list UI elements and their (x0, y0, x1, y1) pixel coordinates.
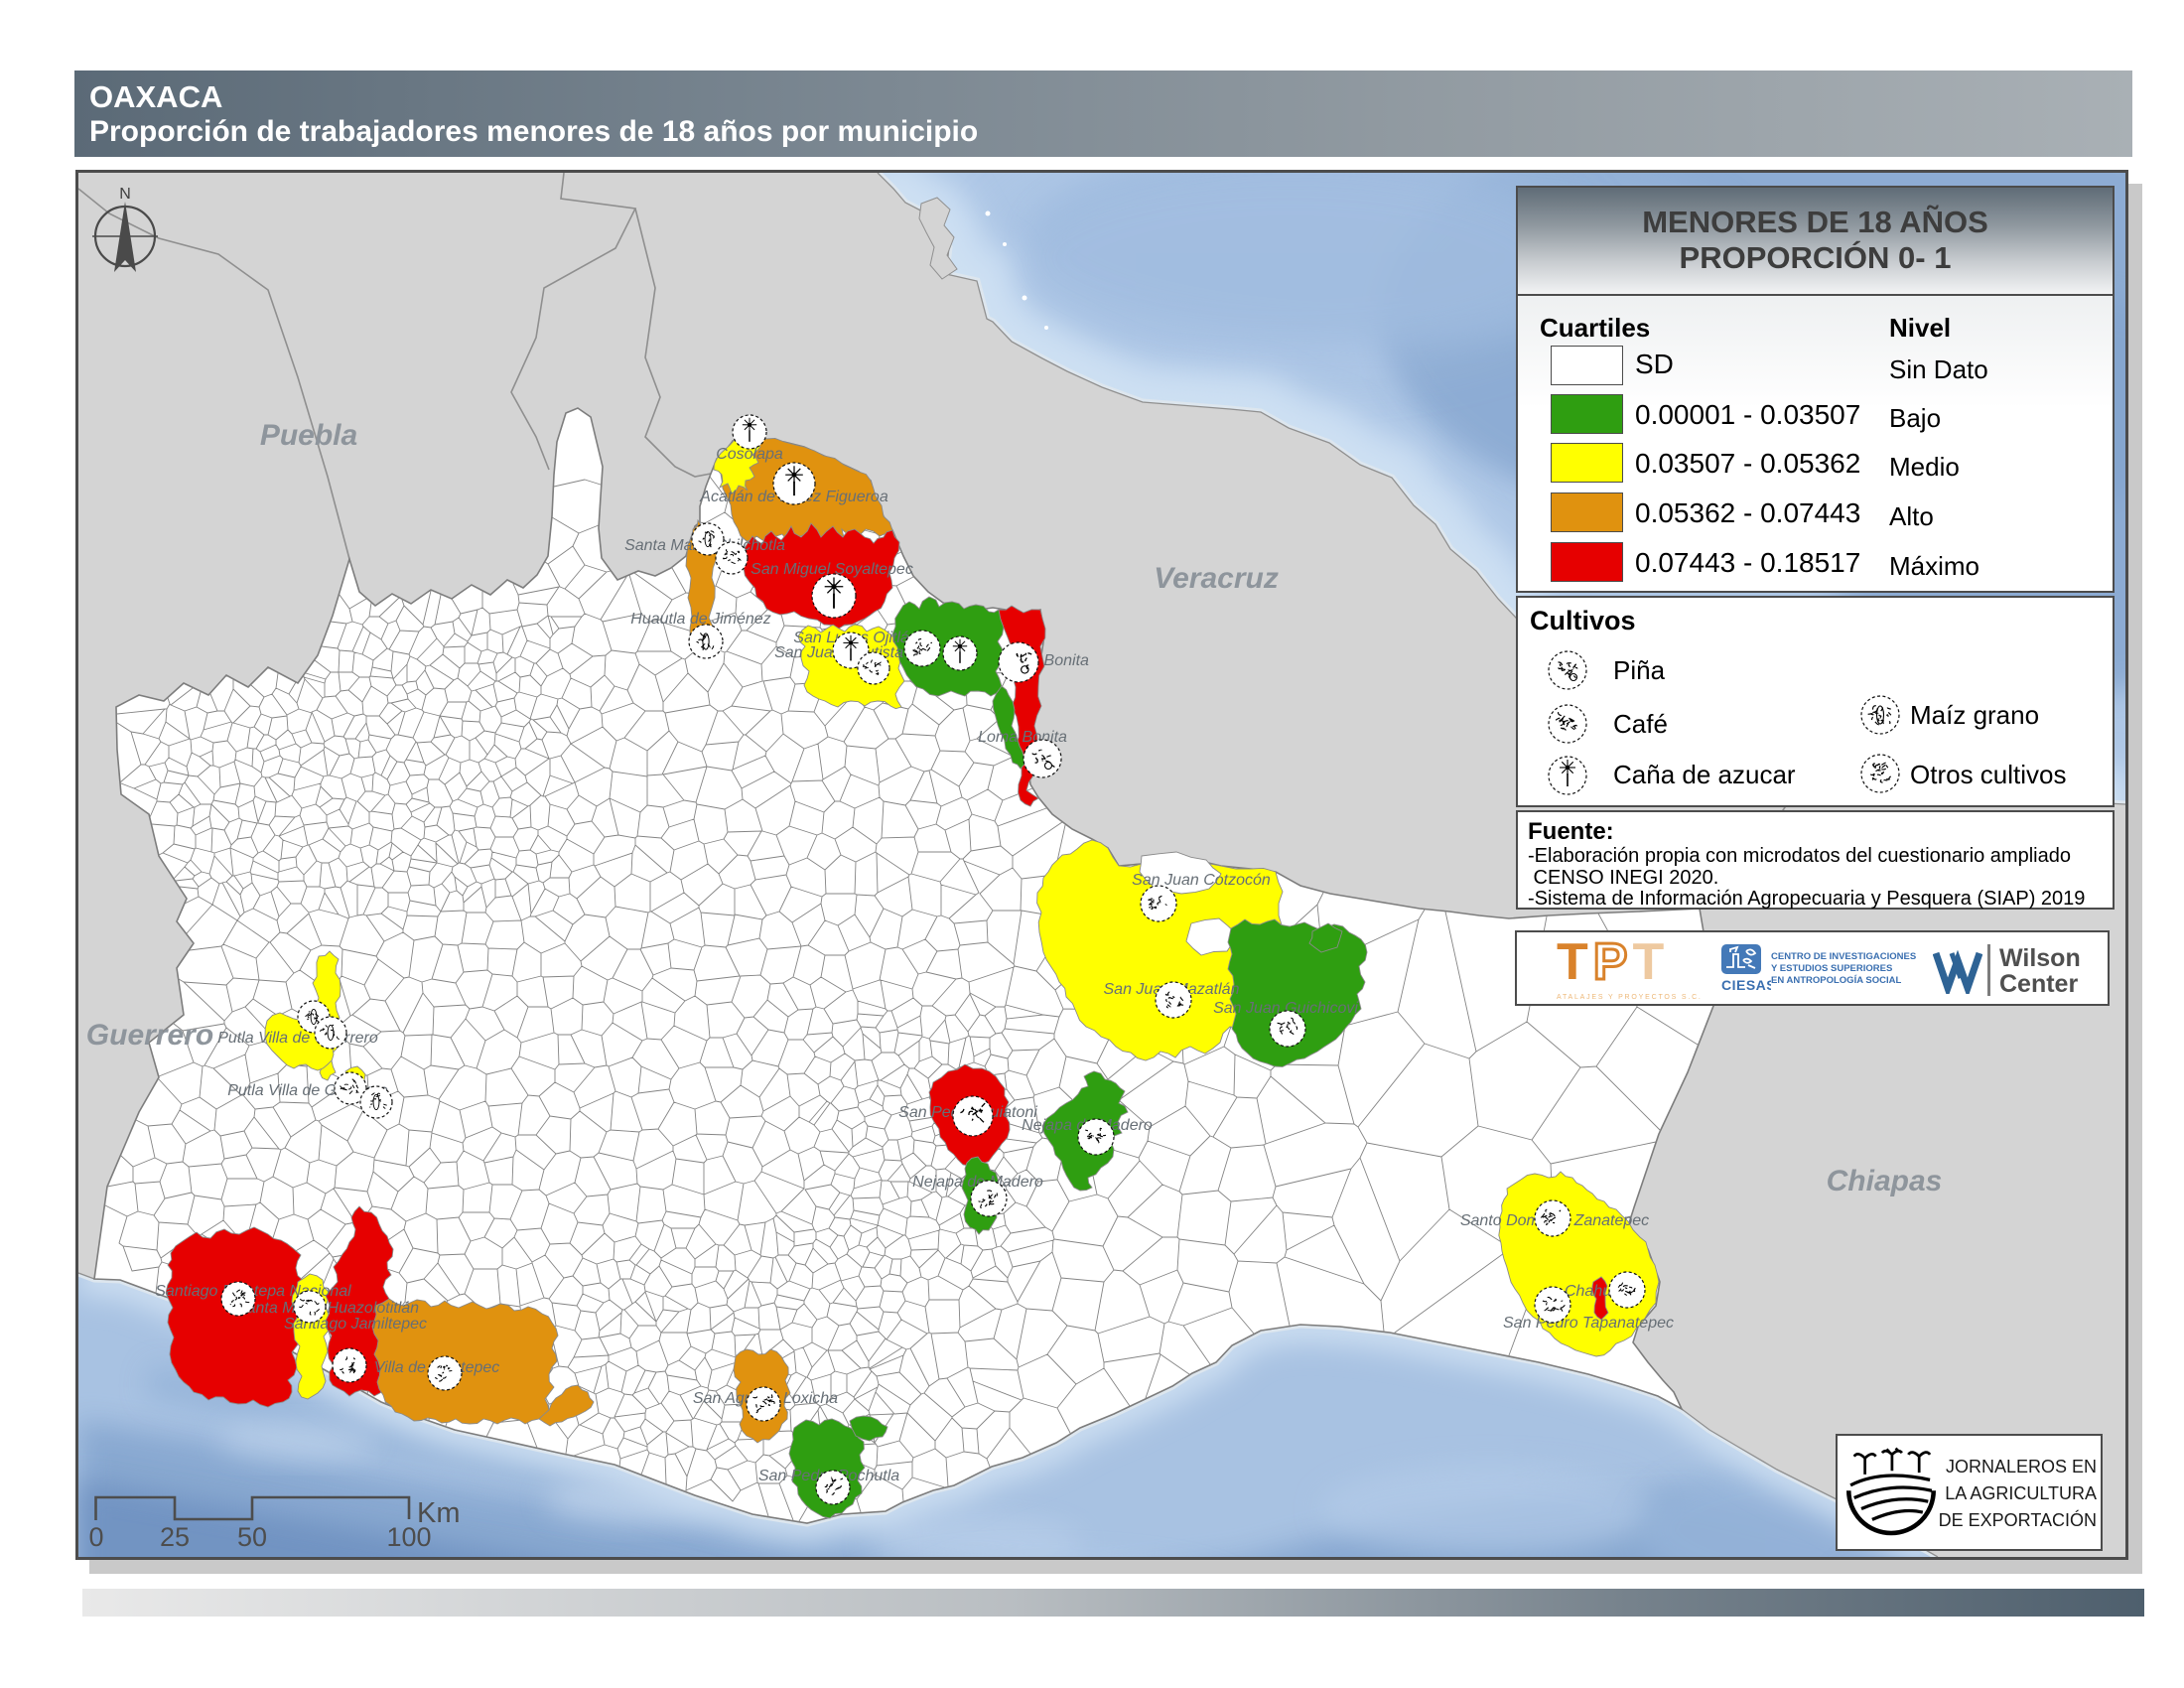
svg-text:50: 50 (237, 1522, 267, 1552)
svg-text:San Juan Guichicovi: San Juan Guichicovi (1213, 1000, 1358, 1017)
svg-text:Huautla de Jiménez: Huautla de Jiménez (630, 611, 770, 628)
svg-text:Chiapas: Chiapas (1827, 1165, 1943, 1197)
svg-text:25: 25 (160, 1522, 190, 1552)
svg-text:Puebla: Puebla (260, 419, 357, 452)
svg-text:Loma Bonita: Loma Bonita (978, 729, 1067, 746)
svg-text:Guerrero: Guerrero (86, 1019, 213, 1052)
svg-text:N: N (119, 186, 131, 203)
svg-text:San Pedro Tapanatepec: San Pedro Tapanatepec (1503, 1315, 1674, 1332)
svg-text:San Juan Cotzocón: San Juan Cotzocón (1132, 872, 1271, 889)
svg-text:Santa María Huazolotitlán: Santa María Huazolotitlán (236, 1300, 419, 1317)
svg-text:Nejapa de Madero: Nejapa de Madero (912, 1174, 1043, 1191)
svg-text:100: 100 (386, 1522, 431, 1552)
svg-text:CIESAS: CIESAS (1721, 977, 1771, 993)
svg-text:Cosolapa: Cosolapa (716, 446, 783, 463)
svg-text:Veracruz: Veracruz (1154, 562, 1279, 595)
svg-text:Km: Km (417, 1497, 461, 1529)
svg-text:Santiago Jamiltepec: Santiago Jamiltepec (284, 1316, 427, 1333)
svg-text:0: 0 (88, 1522, 103, 1552)
svg-text:Putla Villa de Guerrero: Putla Villa de Guerrero (217, 1030, 378, 1047)
svg-text:San Miguel Soyaltepec: San Miguel Soyaltepec (751, 561, 913, 578)
